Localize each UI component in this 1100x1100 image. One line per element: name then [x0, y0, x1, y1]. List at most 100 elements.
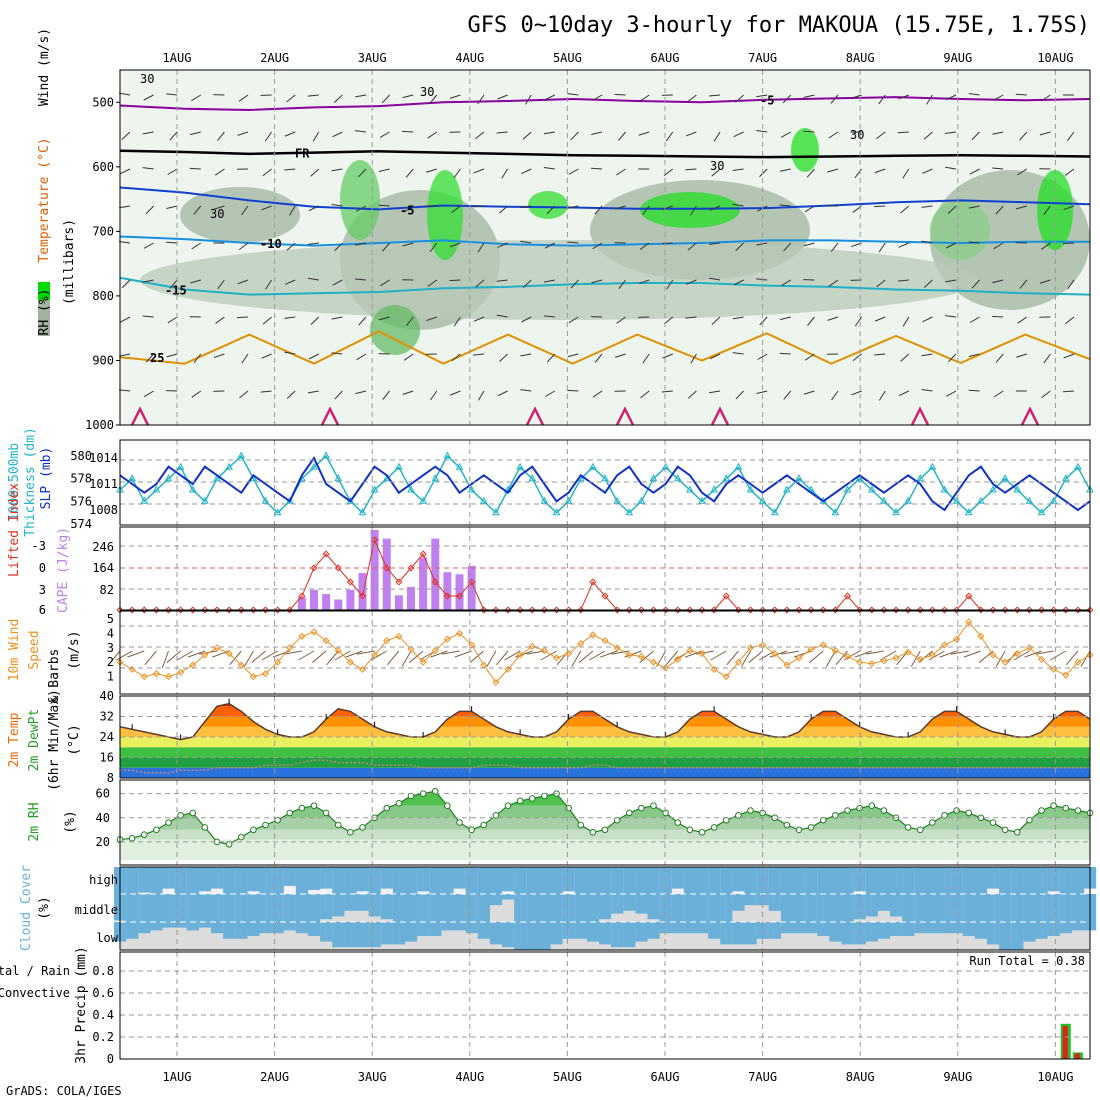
wind-barb	[709, 277, 721, 281]
wind-speed-point	[213, 644, 221, 652]
wind-speed-point	[455, 629, 464, 637]
wind-barb	[950, 650, 969, 655]
wind-barb	[378, 168, 390, 172]
cloud-bar-middle	[198, 894, 212, 922]
wind-speed-point	[540, 647, 548, 655]
wind-barb	[381, 94, 390, 104]
cloud-bar-low	[247, 922, 260, 936]
rh-point	[929, 819, 936, 826]
cloud-bar-high	[392, 867, 406, 894]
date-label-top: 4AUG	[455, 51, 484, 65]
wind-speed-point	[831, 647, 839, 655]
wind-barb	[1049, 650, 1066, 661]
cloud-bar-low	[441, 922, 454, 931]
cloud-bar-low	[1059, 922, 1072, 934]
wind-barb	[827, 168, 839, 173]
wind-barb	[993, 94, 1004, 101]
date-label-bottom: 3AUG	[358, 1070, 387, 1084]
cloud-bar-high	[708, 867, 721, 894]
wind-barb	[945, 94, 957, 101]
wind-barb	[993, 390, 1004, 398]
wind-barb	[237, 131, 249, 136]
wind-barb	[1041, 242, 1051, 250]
cloud-bar-low	[344, 922, 357, 948]
upper-air-panel	[119, 69, 1091, 426]
wind-barb	[830, 94, 839, 104]
wind-barb	[591, 131, 603, 135]
wind-barb	[357, 168, 367, 178]
temperature-line	[119, 702, 1091, 741]
cloud-bar-middle	[453, 894, 466, 922]
cloud-bar-low	[962, 922, 975, 936]
thickness-point	[940, 485, 949, 493]
wind-barb	[689, 205, 697, 216]
cloud-bar-middle	[780, 894, 794, 922]
wind-barb	[451, 205, 461, 214]
slp-tick-label: 1008	[89, 503, 118, 517]
wind-barb	[540, 650, 557, 661]
wind-speed-point	[977, 632, 985, 640]
wind-barb	[710, 650, 727, 661]
wind-barb	[121, 279, 131, 289]
wind-speed-point	[492, 678, 500, 686]
wind-speed-point	[892, 654, 900, 662]
cloud-bar-low	[417, 922, 430, 936]
thickness-point	[831, 508, 840, 516]
wind-barb	[926, 94, 933, 105]
cloud-bar-middle	[817, 894, 830, 922]
cloud-bar-middle	[623, 894, 636, 911]
cloud-bar-high	[441, 867, 454, 894]
wind-barb	[238, 94, 249, 102]
wind-barb	[1043, 353, 1051, 364]
wind-barb	[108, 650, 121, 666]
cloud-bar-low	[926, 922, 939, 934]
wind-barb	[332, 279, 343, 286]
wind-speed-point	[371, 651, 379, 659]
wind-barb	[121, 131, 131, 140]
cloud-bar-high	[999, 867, 1012, 894]
wind-speed-point	[795, 654, 803, 662]
wind-barb	[241, 205, 249, 216]
cloud-bar-high	[295, 867, 309, 894]
panel-label: (m/s)	[67, 630, 82, 669]
thickness-point	[989, 485, 997, 493]
wind-barb	[525, 94, 532, 105]
cloud-bar-low	[295, 922, 309, 934]
cloud-bar-high	[405, 867, 418, 894]
wind-barb	[193, 205, 202, 215]
rh-point	[565, 804, 572, 812]
wind-barb	[918, 650, 933, 663]
cloud-bar-high	[320, 867, 333, 889]
precip-tick-label: 0.6	[92, 986, 114, 1000]
wind-speed-point	[322, 637, 330, 645]
rh-contour-label: 30	[850, 128, 864, 142]
cloud-bar-low	[368, 922, 381, 948]
cloud-bar-low	[477, 922, 490, 939]
thickness-point	[322, 451, 330, 459]
wind-barb	[900, 205, 910, 214]
panel-label: Lifted Index	[7, 483, 22, 577]
wind-barb	[922, 168, 933, 174]
wind-barb	[331, 168, 343, 172]
cloud-bar-middle	[344, 894, 357, 911]
wind-barb	[638, 131, 650, 136]
lifted-index-point	[722, 592, 730, 600]
wind-barb	[334, 242, 343, 252]
wind-barb	[769, 650, 788, 658]
wind-barb	[809, 650, 824, 663]
wind-barb	[473, 353, 485, 356]
cloud-bar-low	[890, 922, 903, 936]
wind-barb	[498, 205, 508, 214]
wind-barb	[567, 353, 579, 358]
thickness-point	[637, 496, 646, 504]
wind-barb	[639, 650, 654, 663]
thickness-point	[613, 496, 621, 504]
wind-barb	[805, 353, 815, 361]
thickness-tick-label: 574	[70, 517, 92, 531]
wind-barb	[971, 131, 980, 141]
wind-barb	[334, 390, 343, 400]
cloud-bar-high	[465, 867, 478, 894]
cloud-bar-middle	[647, 894, 660, 920]
wind-speed-point	[868, 660, 876, 668]
cloud-bar-middle	[489, 894, 503, 906]
